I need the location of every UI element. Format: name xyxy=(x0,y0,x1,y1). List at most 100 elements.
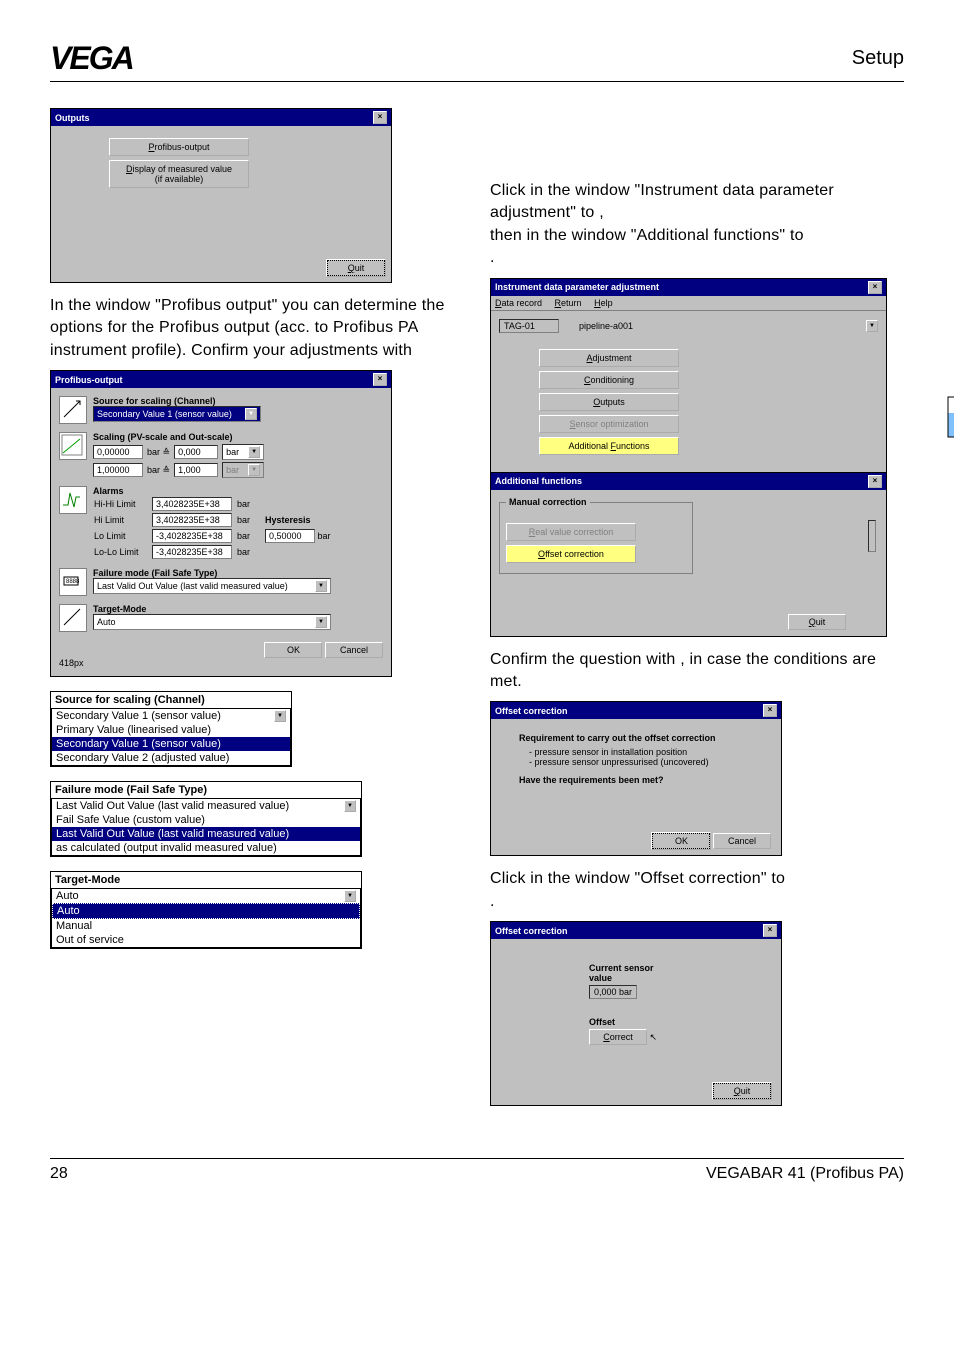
additional-func-button[interactable]: Additional Functions xyxy=(539,437,679,455)
profibus-output-button[interactable]: PProfibus-outputrofibus-output xyxy=(109,138,249,156)
chevron-down-icon[interactable]: ▼ xyxy=(866,320,878,332)
target-dropdown[interactable]: Auto▼ xyxy=(93,614,331,630)
chevron-down-icon[interactable]: ▼ xyxy=(344,800,356,812)
close-icon[interactable]: × xyxy=(868,281,882,294)
limit-input[interactable]: -3,4028235E+38 xyxy=(152,545,232,559)
correct-button[interactable]: Correct xyxy=(589,1029,647,1045)
limit-input[interactable]: -3,4028235E+38 xyxy=(152,529,232,543)
source-icon xyxy=(59,396,87,424)
chevron-down-icon[interactable]: ▼ xyxy=(344,890,356,902)
source-droplist: Source for scaling (Channel) Secondary V… xyxy=(50,691,292,767)
conditioning-button[interactable]: Conditioning xyxy=(539,371,679,389)
list-selected[interactable]: Auto▼ xyxy=(52,889,360,903)
intro-text-right1: Click in the window "Instrument data par… xyxy=(490,180,900,270)
cancel-button[interactable]: Cancel xyxy=(713,833,771,849)
dialog-title: Instrument data parameter adjustment xyxy=(495,282,659,292)
logo: VEGA xyxy=(50,40,133,77)
list-header: Source for scaling (Channel) xyxy=(51,692,291,708)
confirm-text: Confirm the question with , in case the … xyxy=(490,649,900,694)
failmode-dropdown[interactable]: Last Valid Out Value (last valid measure… xyxy=(93,578,331,594)
list-item[interactable]: Out of service xyxy=(52,933,360,947)
source-dropdown[interactable]: Secondary Value 1 (sensor value)▼ xyxy=(93,406,261,422)
section-title: Setup xyxy=(852,47,904,70)
target-droplist: Target-Mode Auto▼ Auto Manual Out of ser… xyxy=(50,871,362,949)
outputs-button[interactable]: Outputs xyxy=(539,393,679,411)
scrollbar[interactable] xyxy=(868,520,876,552)
doc-name: VEGABAR 41 (Profibus PA) xyxy=(706,1165,904,1183)
list-item[interactable]: Secondary Value 1 (sensor value) xyxy=(52,737,290,751)
list-item[interactable]: as calculated (output invalid measured v… xyxy=(52,841,360,855)
target-label: Target-Mode xyxy=(93,604,383,614)
req-heading: Requirement to carry out the offset corr… xyxy=(519,733,753,743)
quit-button[interactable]: Quit xyxy=(788,614,846,630)
chevron-down-icon[interactable]: ▼ xyxy=(274,710,286,722)
unit-label: bar ≙ xyxy=(147,465,170,476)
list-selected[interactable]: Last Valid Out Value (last valid measure… xyxy=(52,799,360,813)
row-label: Hi-Hi Limit xyxy=(93,496,151,512)
intro-text-left: In the window "Profibus output" you can … xyxy=(50,295,460,362)
group-label: Manual correction xyxy=(506,497,590,507)
close-icon[interactable]: × xyxy=(763,704,777,717)
limit-input[interactable]: 3,4028235E+38 xyxy=(152,497,232,511)
scale-input[interactable]: 1,00000 xyxy=(93,463,143,477)
menu-item[interactable]: Data record xyxy=(495,298,542,308)
list-item[interactable]: Auto xyxy=(52,903,360,919)
close-icon[interactable]: × xyxy=(373,373,387,386)
source-label: Source for scaling (Channel) xyxy=(93,396,383,406)
list-header: Failure mode (Fail Safe Type) xyxy=(51,782,361,798)
limit-input[interactable]: 3,4028235E+38 xyxy=(152,513,232,527)
tag-value: pipeline-a001 xyxy=(579,321,633,331)
ok-button[interactable]: OK xyxy=(652,833,710,849)
additional-functions-dialog: Additional functions × Manual correction… xyxy=(490,472,887,637)
list-item[interactable]: Manual xyxy=(52,919,360,933)
unit-dropdown[interactable]: bar▼ xyxy=(222,444,264,460)
menu-item[interactable]: Help xyxy=(594,298,613,308)
quit-button[interactable]: Quit xyxy=(713,1083,771,1099)
list-item[interactable]: Secondary Value 2 (adjusted value) xyxy=(52,751,290,765)
list-header: Target-Mode xyxy=(51,872,361,888)
list-item[interactable]: Last Valid Out Value (last valid measure… xyxy=(52,827,360,841)
list-selected[interactable]: Secondary Value 1 (sensor value)▼ xyxy=(52,709,290,723)
svg-text:8888: 8888 xyxy=(66,579,80,585)
ok-button[interactable]: OK xyxy=(264,642,322,658)
dialog-title: Profibus-output xyxy=(55,375,122,385)
list-item[interactable]: Fail Safe Value (custom value) xyxy=(52,813,360,827)
row-label: Lo Limit xyxy=(93,528,151,544)
cancel-button[interactable]: Cancel xyxy=(325,642,383,658)
button-label: Display of measured value xyxy=(126,164,232,174)
hyst-input[interactable]: 0,50000 xyxy=(265,529,315,543)
offset-question-dialog: Offset correction × Requirement to carry… xyxy=(490,701,782,856)
display-value-button[interactable]: Display of measured value (if available) xyxy=(109,160,249,188)
tank-icon xyxy=(938,389,954,449)
scale-input[interactable]: 1,000 xyxy=(174,463,218,477)
scaling-label: Scaling (PV-scale and Out-scale) xyxy=(93,432,383,442)
row-label: Lo-Lo Limit xyxy=(93,544,151,560)
close-icon[interactable]: × xyxy=(763,924,777,937)
alarms-icon xyxy=(59,486,87,514)
cur-sensor-label: Current sensor value xyxy=(589,963,669,983)
page-number: 28 xyxy=(50,1165,68,1183)
list-item[interactable]: Primary Value (linearised value) xyxy=(52,723,290,737)
outputs-dialog: Outputs × PProfibus-outputrofibus-output… xyxy=(50,108,392,283)
quit-button[interactable]: Quit xyxy=(327,260,385,276)
scale-input[interactable]: 0,000 xyxy=(174,445,218,459)
alarms-label: Alarms xyxy=(93,486,383,496)
scaling-icon xyxy=(59,432,87,460)
offset-correction-button[interactable]: Offset correction xyxy=(506,545,636,563)
failmode-icon: 8888 xyxy=(59,568,87,596)
req-question: Have the requirements been met? xyxy=(519,775,753,785)
adjustment-button[interactable]: Adjustment xyxy=(539,349,679,367)
dialog-title: Offset correction xyxy=(495,706,568,716)
failmode-label: Failure mode (Fail Safe Type) xyxy=(93,568,383,578)
unit-label: bar ≙ xyxy=(147,447,170,458)
scale-input[interactable]: 0,00000 xyxy=(93,445,143,459)
target-icon xyxy=(59,604,87,632)
offset-correct-dialog: Offset correction × Current sensor value… xyxy=(490,921,782,1106)
dialog-title: Offset correction xyxy=(495,926,568,936)
req-item: - pressure sensor unpressurised (uncover… xyxy=(529,757,773,767)
offset-label: Offset xyxy=(589,1017,773,1027)
page-header: VEGA Setup xyxy=(50,40,904,82)
sensor-value: 0,000 bar xyxy=(589,985,637,999)
menu-item[interactable]: Return xyxy=(555,298,582,308)
close-icon[interactable]: × xyxy=(373,111,387,124)
